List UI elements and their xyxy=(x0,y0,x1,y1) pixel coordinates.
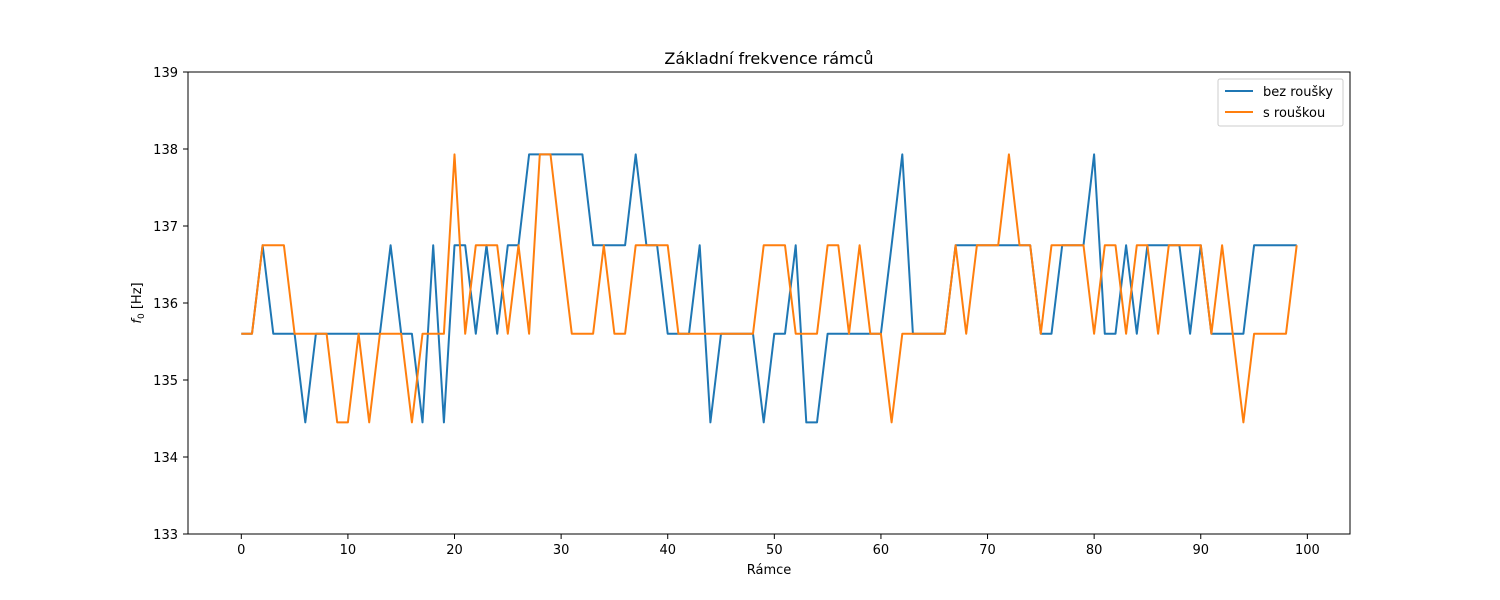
x-tick-label: 100 xyxy=(1295,543,1320,558)
y-axis-label: f0 [Hz] xyxy=(130,282,147,323)
x-tick-label: 40 xyxy=(659,543,676,558)
x-tick-label: 0 xyxy=(237,543,245,558)
x-axis-label: Rámce xyxy=(747,563,792,578)
axes-frame xyxy=(187,71,1351,535)
x-tick-label: 90 xyxy=(1192,543,1209,558)
y-tick-label: 136 xyxy=(153,297,178,312)
y-tick-label: 139 xyxy=(153,66,178,81)
series-line-s-rouskou xyxy=(241,153,1298,424)
x-tick-label: 70 xyxy=(979,543,996,558)
y-tick-label: 135 xyxy=(153,374,178,389)
series-line-bez-rousky xyxy=(241,153,1297,424)
x-tick-label: 30 xyxy=(553,543,570,558)
x-tick-label: 20 xyxy=(446,543,463,558)
y-axis-label-symbol: f xyxy=(130,317,145,324)
y-tick-label: 133 xyxy=(153,528,178,543)
x-tick-label: 50 xyxy=(766,543,783,558)
y-axis-label-subscript: 0 xyxy=(137,313,147,319)
x-tick-label: 10 xyxy=(340,543,357,558)
y-tick-label: 138 xyxy=(153,143,178,158)
x-axis-ticks: 0 10 20 30 40 50 60 70 80 90 100 xyxy=(237,534,1320,558)
legend-label-bez-rousky: bez roušky xyxy=(1263,85,1333,100)
x-tick-label: 80 xyxy=(1086,543,1103,558)
y-tick-label: 134 xyxy=(153,451,178,466)
y-tick-label: 137 xyxy=(153,220,178,235)
y-axis-ticks: 133 134 135 136 137 138 139 xyxy=(153,66,188,543)
y-axis-label-unit: [Hz] xyxy=(130,282,145,313)
legend-label-s-rouskou: s rouškou xyxy=(1263,106,1325,121)
x-tick-label: 60 xyxy=(873,543,890,558)
legend: bez roušky s rouškou xyxy=(1217,78,1344,127)
chart-title: Základní frekvence rámců xyxy=(664,49,873,68)
plot-lines xyxy=(241,153,1298,424)
